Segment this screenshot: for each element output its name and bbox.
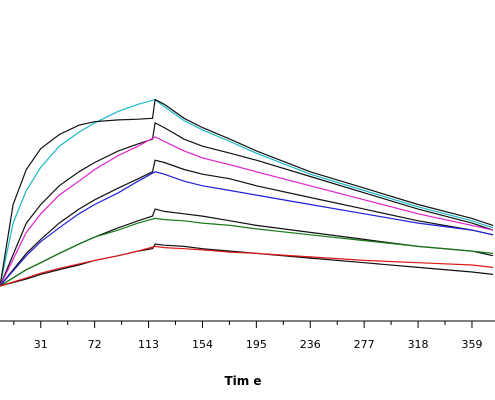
- series-line-10: [0, 245, 494, 287]
- x-tick-label: 154: [192, 338, 213, 351]
- series-line-9: [0, 243, 494, 287]
- series-line-6: [0, 171, 494, 287]
- series-line-1: [0, 98, 494, 287]
- series-line-4: [0, 136, 494, 287]
- x-tick-label: 31: [34, 338, 48, 351]
- x-axis-ticks: 31 72 113 154 195 236 277 318 359: [13, 321, 482, 351]
- x-tick-label: 318: [408, 338, 429, 351]
- x-tick-label: 236: [300, 338, 321, 351]
- series-line-8: [0, 217, 494, 287]
- x-tick-label: 359: [461, 338, 482, 351]
- x-tick-label: 113: [138, 338, 159, 351]
- x-tick-label: 72: [88, 338, 102, 351]
- series-layer: [0, 98, 494, 287]
- x-tick-label: 277: [354, 338, 375, 351]
- series-line-5: [0, 159, 494, 287]
- series-line-2: [0, 98, 494, 287]
- x-tick-label: 195: [246, 338, 267, 351]
- series-line-3: [0, 121, 494, 287]
- x-axis-title: Tim e: [224, 374, 261, 388]
